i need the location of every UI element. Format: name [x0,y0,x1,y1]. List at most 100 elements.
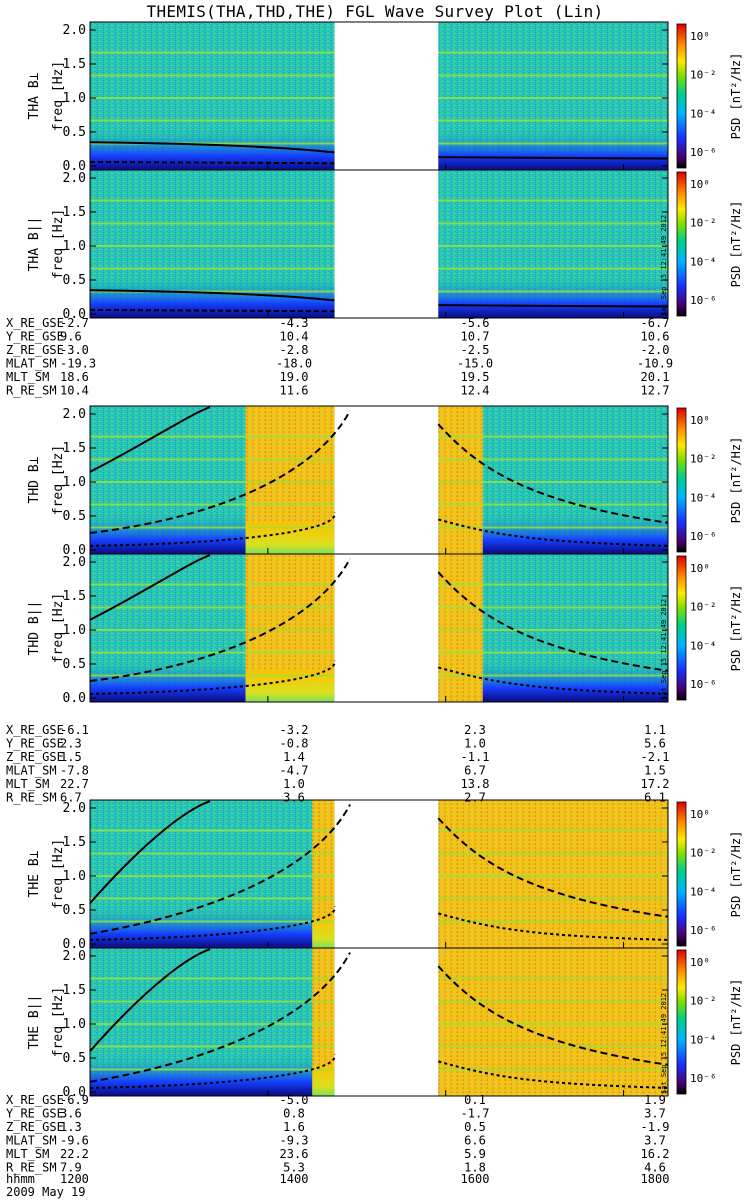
thd-par-ytick-label: 0.5 [63,657,86,672]
ephemeris-value: -3.0 [60,343,89,357]
ephemeris-value: 18.6 [60,370,89,384]
the-par-axis-unit: freq [Hz] [51,987,66,1057]
tha-par-fce-line-b [438,304,669,308]
thd-par-ytick-label: 2.0 [63,555,86,570]
ephemeris-value: 12.4 [461,384,490,398]
ephemeris-value: -4.7 [280,764,309,778]
the-par-ytick-label: 1.5 [63,983,86,998]
time-tick-label: 1400 [280,1172,309,1186]
thd-par-colorbar-tick: 10⁻⁶ [690,678,717,691]
thd-perp-half-fce-b [437,423,669,524]
tha-perp-fce-line-b [438,156,669,160]
tha-par-colorbar-label: PSD [nT²/Hz] [729,201,743,288]
ephemeris-value: 1.5 [60,750,82,764]
ephemeris-value: 6.1 [644,791,666,805]
the-perp-warm-region-a [312,800,335,948]
the-perp-axis-unit: freq [Hz] [51,839,66,909]
ephemeris-value: 6.7 [60,791,82,805]
thd-par-colorbar-tick: 10⁰ [690,562,710,575]
tha-perp-colorbar-tick: 10⁻⁴ [690,107,717,120]
the-perp-fce-line [89,800,211,904]
date-label: 2009 May 19 [6,1185,85,1199]
the-par-colorbar-label: PSD [nT²/Hz] [729,979,743,1066]
thd-par-ytick-label: 1.5 [63,589,86,604]
ephemeris-value: 1.1 [644,723,666,737]
thd-par-fce-line [89,554,211,621]
ephemeris-value: -4.3 [280,316,309,330]
ephemeris-label: R_RE_SM [6,384,57,398]
thd-perp-colorbar-tick: 10⁻² [690,453,717,466]
the-par-ytick-label: 0.5 [63,1051,86,1066]
the-perp-panel-label: THE B⊥ [27,850,42,897]
thd-par-colorbar-label: PSD [nT²/Hz] [729,585,743,672]
ephemeris-label: Y_RE_GSE [6,1107,64,1121]
tha-perp-colorbar [676,23,687,169]
ephemeris-value: 11.6 [280,384,309,398]
thd-par-panel-label: THD B|| [27,601,42,656]
thd-par-colorbar-tick: 10⁻⁴ [690,639,717,652]
the-perp-colorbar [676,801,687,947]
tha-perp-colorbar-label: PSD [nT²/Hz] [729,53,743,140]
the-perp-warm-region-b [438,800,668,948]
ephemeris-value: -2.7 [60,316,89,330]
ephemeris-value: 6.7 [464,764,486,778]
the-par-colorbar-tick: 10⁰ [690,956,710,969]
ephemeris-value: 1.8 [464,1161,486,1175]
thd-par-tenth-fce-b [438,666,669,695]
thd-perp-axis-unit: freq [Hz] [51,445,66,515]
ephemeris-value: 5.6 [644,737,666,751]
ephemeris-label: X_RE_GSE [6,723,64,737]
ephemeris-value: 1.0 [464,737,486,751]
thd-par-ytick-label: 1.0 [63,623,86,638]
ephemeris-value: 10.4 [60,384,89,398]
thd-perp-colorbar-tick: 10⁻⁴ [690,491,717,504]
thd-par-half-fce-b [437,571,669,672]
ephemeris-label: X_RE_GSE [6,316,64,330]
ephemeris-value: -3.2 [280,723,309,737]
tha-perp-ytick-label: 0.0 [63,159,86,174]
tha-perp-ytick-label: 1.5 [63,57,86,72]
ephemeris-label: Z_RE_GSE [6,750,64,764]
thd-par-data-gap [334,554,439,702]
the-perp-colorbar-tick: 10⁻⁴ [690,885,717,898]
the-perp-colorbar-tick: 10⁰ [690,808,710,821]
ephemeris-label: Y_RE_GSE [6,737,64,751]
thd-par-stamp: Sat Sep 15 12:41:49 2012 [660,599,668,700]
the-par-stamp: Sat Sep 15 12:41:49 2012 [660,993,668,1094]
tha-perp-fce-line [89,141,335,154]
ephemeris-value: 2.3 [60,737,82,751]
tha-perp-panel-label: THA B⊥ [27,72,42,119]
time-tick-label: 1200 [60,1172,89,1186]
the-perp-half-fce [89,804,351,935]
ephemeris-value: 4.6 [644,1161,666,1175]
thd-perp-ytick-label: 2.0 [63,407,86,422]
the-par-warm-low-a [312,1064,335,1096]
tha-par-ytick-label: 0.0 [63,307,86,322]
tha-par-half-fce [89,308,335,313]
tha-par-colorbar-tick: 10⁻⁴ [690,255,717,268]
tha-par-panel-label: THA B|| [27,217,42,272]
ephemeris-label: R_RE_SM [6,1161,57,1175]
ephemeris-value: 22.2 [60,1147,89,1161]
tha-par-frame [89,169,669,319]
ephemeris-value: 1.6 [283,1120,305,1134]
ephemeris-value: 6.6 [464,1134,486,1148]
the-par-data-gap [334,948,439,1096]
ephemeris-label: Z_RE_GSE [6,343,64,357]
thd-par-frame [89,553,669,703]
tha-perp-colorbar-tick: 10⁻⁶ [690,146,717,159]
ephemeris-label: MLAT_SM [6,764,57,778]
the-par-colorbar [676,949,687,1095]
the-par-colorbar-tick: 10⁻⁶ [690,1072,717,1085]
ephemeris-value: 9.6 [60,330,82,344]
tha-par-ytick-label: 2.0 [63,171,86,186]
thd-par-ytick-label: 0.0 [63,691,86,706]
ephemeris-label: Y_RE_GSE [6,330,64,344]
the-perp-ytick-label: 0.0 [63,937,86,952]
tha-par-ytick-label: 1.0 [63,239,86,254]
ephemeris-value: 10.7 [461,330,490,344]
ephemeris-label: R_RE_SM [6,791,57,805]
thd-par-axis-unit: freq [Hz] [51,593,66,663]
ephemeris-value: 0.5 [464,1120,486,1134]
the-par-half-fce-b [437,965,669,1066]
